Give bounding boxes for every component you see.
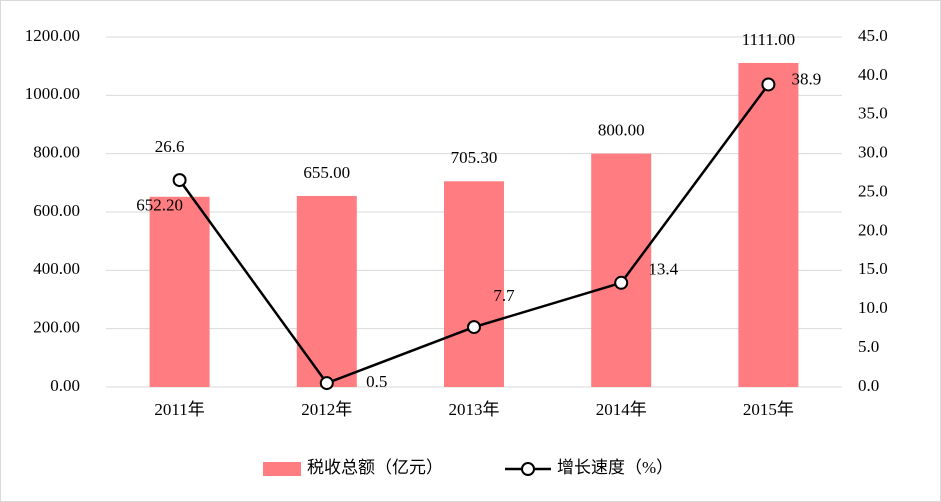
x-tick-label: 2012年 — [301, 400, 352, 419]
y2-tick-label: 0.0 — [858, 376, 879, 395]
y2-tick-label: 45.0 — [858, 26, 888, 45]
line-value-label: 0.5 — [366, 372, 387, 391]
legend-label: 增长速度（%） — [557, 458, 673, 477]
y-tick-label: 600.00 — [33, 201, 80, 220]
y-tick-label: 1200.00 — [25, 26, 80, 45]
line-marker — [467, 320, 481, 335]
bar-value-label: 705.30 — [451, 148, 498, 167]
line-marker — [172, 173, 187, 188]
bar-value-label: 1111.00 — [742, 30, 795, 49]
line-value-label: 26.6 — [155, 137, 185, 156]
x-tick-label: 2011年 — [154, 400, 204, 419]
y2-tick-label: 20.0 — [858, 220, 888, 239]
bar — [444, 181, 504, 387]
y2-tick-label: 25.0 — [858, 181, 888, 200]
y2-tick-label: 40.0 — [858, 65, 888, 84]
y2-tick-label: 35.0 — [858, 104, 888, 123]
legend-marker — [521, 462, 535, 476]
line-marker — [319, 376, 334, 391]
bar — [296, 195, 357, 387]
x-tick-label: 2014年 — [596, 400, 647, 419]
y-tick-label: 1000.00 — [25, 84, 80, 103]
bar — [149, 196, 210, 387]
y2-tick-label: 30.0 — [858, 143, 888, 162]
bar — [738, 62, 799, 387]
bar — [591, 153, 652, 387]
legend-label: 税收总额（亿元） — [307, 458, 443, 477]
y2-tick-label: 10.0 — [858, 298, 888, 317]
x-tick-label: 2013年 — [449, 400, 500, 419]
legend-swatch — [263, 462, 301, 476]
y-tick-label: 400.00 — [33, 259, 80, 278]
line-value-label: 13.4 — [648, 260, 678, 279]
x-tick-label: 2015年 — [743, 400, 794, 419]
y2-tick-label: 15.0 — [858, 259, 888, 278]
line-value-label: 7.7 — [493, 286, 515, 305]
line-marker — [761, 77, 776, 92]
line-value-label: 38.9 — [792, 69, 822, 88]
bar-value-label: 800.00 — [598, 121, 645, 140]
y-tick-label: 0.00 — [50, 376, 80, 395]
line-marker — [614, 275, 629, 290]
y2-tick-label: 5.0 — [858, 337, 879, 356]
bar-value-label: 652.20 — [136, 196, 183, 215]
y-tick-label: 200.00 — [33, 318, 80, 337]
bar-value-label: 655.00 — [303, 163, 350, 182]
y-tick-label: 800.00 — [33, 143, 80, 162]
